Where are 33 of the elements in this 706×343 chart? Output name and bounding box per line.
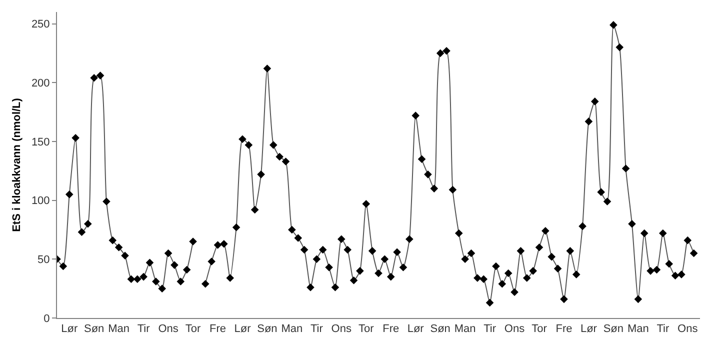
y-axis-title: EtS i kloakkvann (nmol/L) <box>11 98 24 232</box>
y-tick-label: 50 <box>38 254 50 266</box>
x-tick-label: Lør <box>234 323 252 336</box>
x-tick-label: Fre <box>556 323 572 336</box>
y-tick-label: 0 <box>44 312 50 325</box>
x-tick-label: Ons <box>331 323 352 336</box>
x-tick-label: Tir <box>656 323 670 336</box>
x-tick-label: Ons <box>158 323 179 336</box>
x-tick-label: Tir <box>484 323 496 336</box>
x-tick-label: Man <box>454 323 476 336</box>
y-tick-label: 250 <box>31 18 50 31</box>
y-tick-label: 100 <box>31 195 50 208</box>
x-tick-label: Tir <box>310 323 324 336</box>
x-tick-label: Fre <box>210 323 226 336</box>
x-tick-label: Tor <box>185 323 201 336</box>
x-tick-label: Tir <box>137 323 150 336</box>
x-tick-label: Lør <box>61 323 78 336</box>
x-tick-label: Søn <box>603 323 624 336</box>
x-tick-label: Ons <box>504 323 526 336</box>
x-tick-label: Man <box>281 323 303 336</box>
y-tick-label: 150 <box>31 136 50 148</box>
x-tick-label: Lør <box>580 323 598 336</box>
x-tick-label: Ons <box>678 323 698 336</box>
x-tick-label: Man <box>627 323 649 336</box>
y-tick-label: 200 <box>31 77 50 90</box>
x-tick-label: Søn <box>430 323 450 336</box>
x-tick-label: Søn <box>257 323 278 336</box>
x-tick-label: Tor <box>532 323 548 336</box>
x-tick-label: Man <box>108 323 130 336</box>
x-tick-label: Lør <box>407 323 424 336</box>
x-tick-label: Søn <box>84 323 104 336</box>
x-tick-label: Fre <box>382 323 400 336</box>
x-tick-label: Tor <box>358 323 374 336</box>
